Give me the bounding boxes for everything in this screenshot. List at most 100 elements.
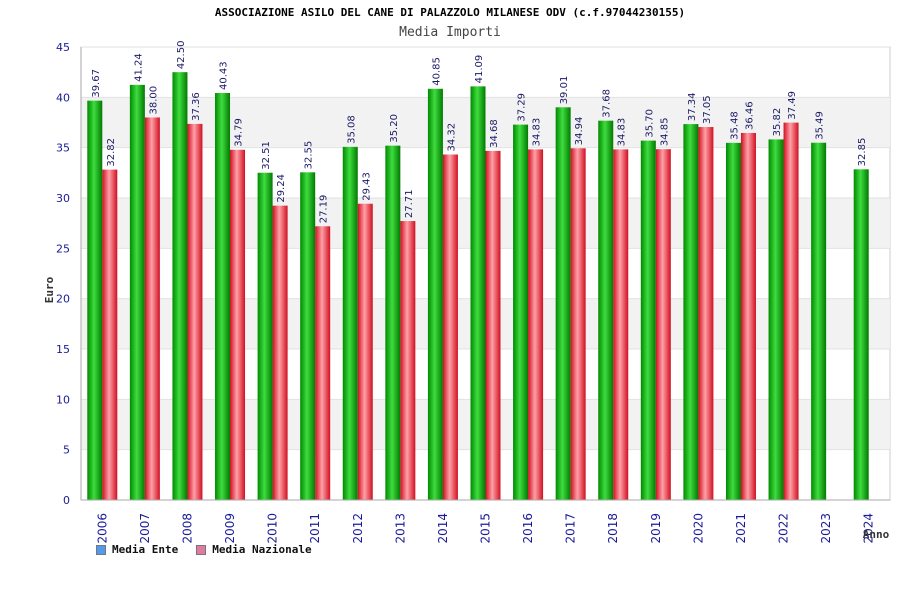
- y-axis-label: Euro: [43, 276, 56, 303]
- bar-media-ente: [215, 93, 231, 500]
- x-tick-label: 2014: [436, 513, 450, 544]
- x-tick-label: 2018: [606, 513, 620, 544]
- bar-media-nazionale: [485, 150, 501, 500]
- bar-media-ente: [129, 84, 145, 500]
- x-tick-label: 2008: [180, 513, 194, 544]
- value-label-media-ente: 37.34: [687, 92, 698, 121]
- bar-media-nazionale: [655, 149, 671, 500]
- value-label-media-nazionale: 27.71: [404, 189, 415, 218]
- value-label-media-nazionale: 34.83: [532, 118, 543, 147]
- bar-media-ente: [725, 142, 741, 501]
- x-tick-label: 2022: [777, 513, 791, 544]
- value-label-media-ente: 32.51: [261, 141, 272, 170]
- bar-media-ente: [853, 169, 869, 500]
- x-tick-label: 2011: [308, 513, 322, 544]
- axis-ticks: 0 5 10 15 20 25 30 35 40 45 2006 2007 2008 2009 2010 20…: [56, 41, 890, 544]
- y-tick-label: 5: [63, 444, 70, 457]
- value-label-media-nazionale: 34.32: [446, 123, 457, 152]
- value-label-media-ente: 37.29: [517, 93, 528, 122]
- legend-swatch-nazionale: [196, 544, 207, 555]
- value-label-media-ente: 35.70: [644, 109, 655, 138]
- value-label-media-ente: 35.82: [772, 108, 783, 137]
- bar-media-ente: [811, 142, 827, 500]
- value-label-media-nazionale: 34.94: [574, 117, 585, 146]
- bar-media-ente: [300, 172, 316, 500]
- value-label-media-nazionale: 37.36: [191, 92, 202, 121]
- value-label-media-nazionale: 29.43: [361, 172, 372, 201]
- x-tick-label: 2006: [95, 513, 109, 544]
- value-label-media-ente: 41.09: [474, 55, 485, 84]
- value-label-media-ente: 37.68: [602, 89, 613, 118]
- y-tick-label: 30: [56, 192, 70, 205]
- x-tick-label: 2010: [266, 513, 280, 544]
- bar-media-ente: [427, 88, 443, 500]
- legend: Media Ente Media Nazionale: [96, 543, 312, 556]
- legend-item-ente: Media Ente: [96, 543, 178, 556]
- x-tick-label: 2019: [649, 513, 663, 544]
- value-label-media-ente: 35.49: [815, 111, 826, 140]
- x-tick-label: 2020: [691, 513, 705, 544]
- x-tick-label: 2021: [734, 513, 748, 544]
- y-tick-label: 15: [56, 343, 70, 356]
- bar-media-ente: [257, 172, 273, 500]
- bar-media-ente: [598, 120, 614, 501]
- value-label-media-nazionale: 27.19: [319, 195, 330, 224]
- value-label-media-ente: 35.20: [389, 114, 400, 143]
- bar-media-nazionale: [442, 154, 458, 500]
- y-tick-label: 40: [56, 91, 70, 104]
- legend-item-nazionale: Media Nazionale: [196, 543, 312, 556]
- value-label-media-nazionale: 38.00: [148, 86, 159, 115]
- chart-subtitle: Media Importi: [399, 25, 501, 40]
- x-axis-label: Anno: [863, 528, 890, 541]
- bars: [87, 72, 869, 501]
- bar-media-nazionale: [783, 122, 799, 500]
- legend-label-nazionale: Media Nazionale: [212, 543, 312, 556]
- bar-media-nazionale: [613, 149, 629, 501]
- legend-swatch-ente: [96, 544, 106, 555]
- x-tick-label: 2015: [479, 513, 493, 544]
- x-tick-label: 2012: [351, 513, 365, 544]
- value-label-media-ente: 41.24: [133, 53, 144, 82]
- value-label-media-ente: 40.85: [431, 57, 442, 86]
- value-label-media-nazionale: 36.46: [744, 101, 755, 130]
- bar-media-nazionale: [230, 149, 246, 500]
- value-label-media-nazionale: 34.83: [617, 118, 628, 147]
- bar-media-nazionale: [315, 226, 331, 500]
- bar-media-ente: [87, 100, 103, 500]
- value-label-media-nazionale: 37.49: [787, 91, 798, 120]
- value-label-media-nazionale: 34.85: [659, 118, 670, 147]
- bar-media-nazionale: [357, 203, 373, 500]
- value-label-media-nazionale: 29.24: [276, 174, 287, 203]
- bar-media-ente: [385, 145, 401, 501]
- value-label-media-ente: 42.50: [176, 41, 187, 70]
- y-tick-label: 45: [56, 41, 70, 54]
- bar-media-nazionale: [144, 117, 160, 500]
- value-label-media-nazionale: 34.79: [234, 118, 245, 147]
- bar-media-ente: [640, 140, 656, 500]
- bar-media-ente: [768, 139, 784, 501]
- bar-media-ente: [555, 107, 571, 501]
- bar-media-nazionale: [740, 132, 756, 500]
- value-label-media-ente: 32.55: [304, 141, 315, 170]
- bar-media-ente: [342, 146, 358, 500]
- y-tick-label: 25: [56, 242, 70, 255]
- value-label-media-nazionale: 32.82: [106, 138, 117, 167]
- x-tick-label: 2013: [393, 513, 407, 544]
- x-tick-label: 2016: [521, 513, 535, 544]
- bar-media-ente: [470, 86, 486, 501]
- value-label-media-ente: 35.48: [729, 111, 740, 140]
- legend-label-ente: Media Ente: [112, 543, 179, 556]
- bar-media-nazionale: [698, 127, 714, 500]
- value-label-media-nazionale: 34.68: [489, 119, 500, 148]
- bar-media-nazionale: [187, 123, 203, 500]
- value-labels: 39.67 32.82 41.24 38.00 42.50 37.36 40.43 34.79…: [91, 41, 868, 224]
- y-tick-label: 35: [56, 142, 70, 155]
- chart-title: ASSOCIAZIONE ASILO DEL CANE DI PALAZZOLO…: [214, 6, 686, 19]
- value-label-media-ente: 40.43: [219, 61, 230, 90]
- bar-media-ente: [513, 124, 529, 500]
- y-tick-label: 0: [63, 494, 70, 507]
- bar-media-nazionale: [400, 221, 416, 500]
- x-tick-label: 2009: [223, 513, 237, 544]
- x-tick-label: 2024: [862, 513, 876, 544]
